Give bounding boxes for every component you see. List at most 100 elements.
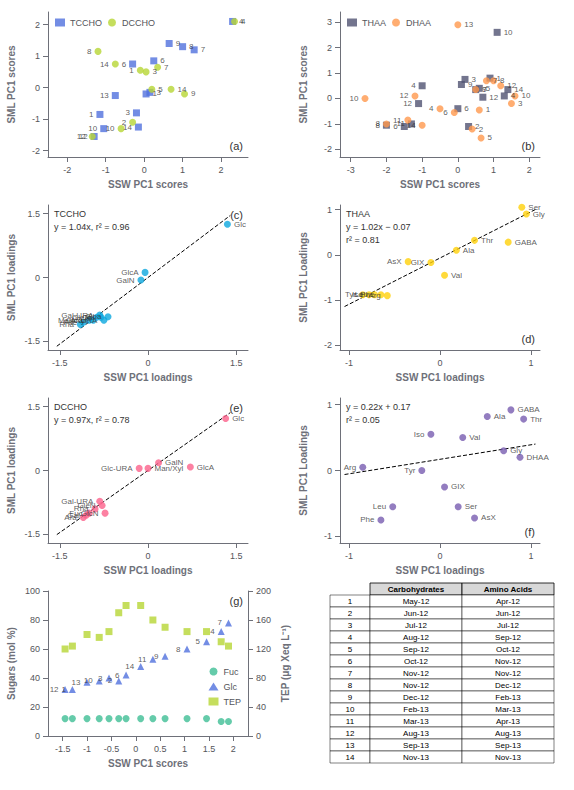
svg-text:-1.5: -1.5: [52, 551, 68, 561]
svg-text:TCCHO: TCCHO: [70, 18, 102, 28]
svg-text:1.5: 1.5: [230, 551, 243, 561]
svg-text:Leu: Leu: [373, 502, 386, 511]
svg-text:60: 60: [30, 644, 40, 654]
svg-text:3: 3: [472, 75, 477, 84]
svg-text:12: 12: [489, 93, 498, 102]
svg-text:SSW PC1 loadings: SSW PC1 loadings: [396, 372, 485, 383]
svg-text:Aug-13: Aug-13: [495, 729, 521, 738]
svg-text:Val: Val: [469, 433, 480, 442]
svg-text:7: 7: [201, 45, 206, 54]
svg-text:-1: -1: [324, 295, 332, 305]
svg-text:Oct-12: Oct-12: [496, 645, 521, 654]
svg-text:1: 1: [129, 66, 134, 75]
svg-text:0: 0: [327, 250, 332, 260]
svg-text:-3: -3: [347, 165, 355, 175]
svg-text:8: 8: [87, 47, 92, 56]
svg-text:Nov-12: Nov-12: [403, 681, 429, 690]
svg-text:13: 13: [100, 91, 109, 100]
svg-text:-2: -2: [324, 144, 332, 154]
svg-text:8: 8: [500, 76, 505, 85]
svg-text:3: 3: [98, 674, 103, 683]
svg-text:Jul-12: Jul-12: [497, 621, 519, 630]
svg-text:0: 0: [35, 466, 40, 476]
svg-text:Thr: Thr: [530, 415, 542, 424]
svg-text:0: 0: [327, 466, 332, 476]
svg-text:-1.5: -1.5: [52, 358, 68, 368]
svg-text:11: 11: [393, 116, 402, 125]
svg-text:1: 1: [327, 205, 332, 215]
svg-text:GlcN: GlcN: [81, 509, 99, 518]
svg-text:3: 3: [126, 108, 131, 117]
svg-text:Sep-12: Sep-12: [403, 645, 429, 654]
svg-text:Apr-13: Apr-13: [496, 717, 521, 726]
svg-text:Sep-13: Sep-13: [403, 741, 429, 750]
svg-text:2: 2: [108, 676, 113, 685]
svg-text:2: 2: [479, 125, 484, 134]
svg-text:5: 5: [158, 85, 163, 94]
svg-text:(c): (c): [230, 209, 243, 221]
svg-text:Glc: Glc: [223, 682, 237, 692]
svg-text:4: 4: [411, 81, 416, 90]
svg-text:AsX: AsX: [387, 257, 402, 266]
svg-text:1: 1: [182, 744, 187, 754]
svg-text:1: 1: [348, 597, 353, 606]
svg-text:12: 12: [346, 729, 355, 738]
svg-text:(g): (g): [230, 595, 243, 607]
svg-text:6: 6: [348, 657, 353, 666]
svg-text:1.5: 1.5: [230, 358, 243, 368]
svg-text:SSW PC1 scores: SSW PC1 scores: [400, 179, 480, 190]
svg-text:0: 0: [35, 731, 40, 741]
svg-text:SML PC1 loadings: SML PC1 loadings: [6, 234, 17, 321]
svg-text:-1.5: -1.5: [24, 529, 40, 539]
svg-text:0: 0: [455, 165, 460, 175]
svg-text:Gly: Gly: [510, 446, 522, 455]
svg-text:1: 1: [528, 358, 533, 368]
svg-text:Glc: Glc: [234, 220, 246, 229]
svg-text:-1: -1: [102, 165, 110, 175]
svg-text:Ala: Ala: [463, 246, 475, 255]
svg-text:Aug-13: Aug-13: [403, 729, 429, 738]
svg-text:SML PC1 scores: SML PC1 scores: [298, 45, 309, 124]
svg-text:0: 0: [145, 358, 150, 368]
svg-text:9: 9: [176, 39, 181, 48]
svg-text:0: 0: [145, 551, 150, 561]
svg-text:1: 1: [491, 165, 496, 175]
svg-text:Apr-12: Apr-12: [496, 597, 521, 606]
svg-text:Mar-13: Mar-13: [403, 717, 429, 726]
svg-text:0: 0: [35, 273, 40, 283]
svg-text:100: 100: [25, 586, 40, 596]
svg-text:Val: Val: [451, 271, 462, 280]
svg-text:1: 1: [61, 685, 66, 694]
svg-text:160: 160: [256, 615, 271, 625]
svg-text:6: 6: [443, 108, 448, 117]
svg-text:12: 12: [50, 685, 59, 694]
svg-text:r² = 0.81: r² = 0.81: [346, 235, 380, 245]
svg-text:10: 10: [88, 124, 97, 133]
svg-text:5: 5: [196, 637, 201, 646]
svg-text:0: 0: [35, 83, 40, 93]
svg-text:Arg: Arg: [368, 291, 380, 300]
svg-text:GIX: GIX: [451, 482, 465, 491]
svg-text:9: 9: [191, 89, 196, 98]
svg-text:Nov-13: Nov-13: [403, 753, 429, 762]
svg-text:y = 0.22x + 0.17: y = 0.22x + 0.17: [346, 402, 411, 412]
svg-text:12: 12: [507, 81, 516, 90]
svg-text:1: 1: [35, 51, 40, 61]
svg-text:SML PC1 loadings: SML PC1 loadings: [6, 427, 17, 514]
svg-text:Oct-12: Oct-12: [404, 657, 429, 666]
svg-text:Sep-12: Sep-12: [495, 633, 521, 642]
svg-text:Phe: Phe: [360, 515, 375, 524]
svg-text:0: 0: [142, 165, 147, 175]
svg-text:AsX: AsX: [481, 513, 496, 522]
svg-text:7: 7: [482, 85, 487, 94]
svg-text:(b): (b): [522, 140, 535, 152]
svg-text:Rha: Rha: [87, 312, 102, 321]
svg-text:7: 7: [348, 669, 353, 678]
svg-text:-1: -1: [418, 165, 426, 175]
svg-text:3: 3: [153, 67, 158, 76]
svg-text:Jun-12: Jun-12: [496, 609, 521, 618]
svg-text:14: 14: [100, 60, 109, 69]
svg-text:(f): (f): [525, 526, 535, 538]
svg-text:THAA: THAA: [362, 18, 386, 28]
svg-text:Glc-URA: Glc-URA: [101, 464, 133, 473]
